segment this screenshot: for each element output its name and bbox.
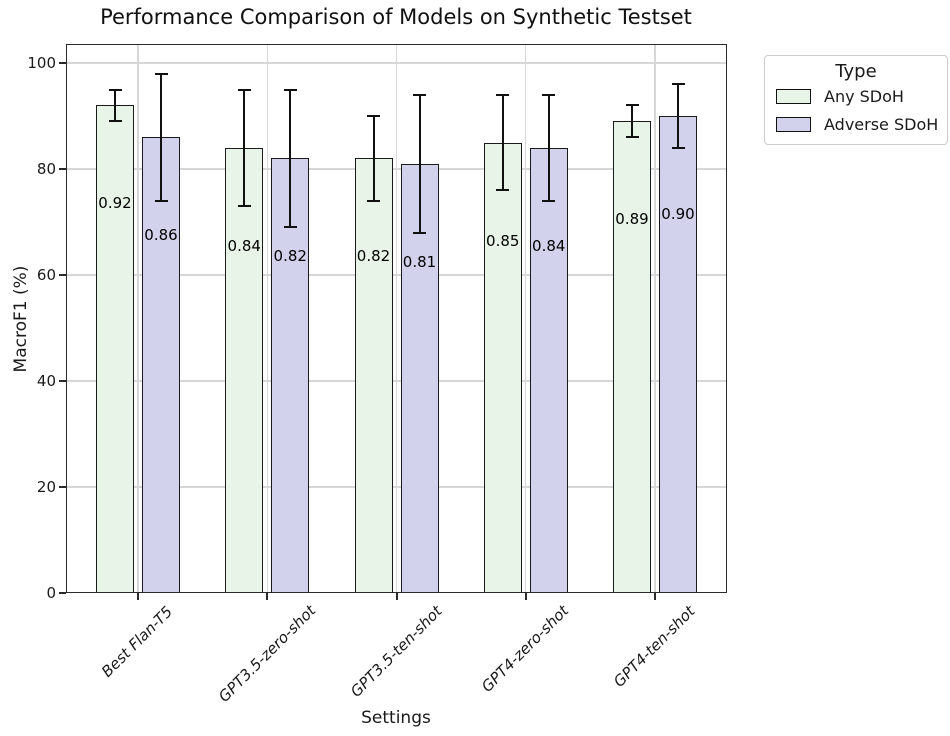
- x-tick-mark: [137, 593, 139, 600]
- x-gridline: [525, 44, 527, 593]
- bar: [225, 147, 264, 593]
- error-bar-cap-top: [625, 104, 639, 107]
- error-bar: [372, 116, 375, 201]
- legend-title: Type: [835, 61, 877, 82]
- legend-label-any-sdoh: Any SDoH: [824, 87, 904, 106]
- y-tick-label: 60: [36, 266, 56, 284]
- bar-value-label: 0.81: [402, 252, 437, 271]
- error-bar-cap-top: [542, 93, 556, 96]
- error-bar: [631, 105, 633, 138]
- y-tick-mark: [59, 274, 66, 276]
- error-bar-cap-bottom: [283, 226, 297, 229]
- x-gridline: [266, 44, 268, 593]
- error-bar: [243, 89, 246, 207]
- bar-value-label: 0.92: [98, 194, 132, 213]
- error-bar: [114, 89, 116, 122]
- x-tick-mark: [395, 593, 398, 600]
- error-bar: [160, 73, 162, 201]
- error-bar-cap-top: [283, 88, 297, 91]
- bar: [613, 121, 651, 593]
- bar-value-label: 0.84: [227, 236, 261, 255]
- chart-title: Performance Comparison of Models on Synt…: [100, 5, 692, 29]
- bar: [400, 163, 439, 593]
- error-bar-cap-bottom: [108, 120, 122, 123]
- error-bar-cap-bottom: [671, 146, 685, 149]
- bar-value-label: 0.84: [532, 236, 566, 255]
- error-bar: [289, 89, 292, 228]
- y-tick-mark: [59, 168, 66, 170]
- bar: [96, 105, 134, 593]
- y-tick-label: 0: [46, 584, 56, 602]
- error-bar-cap-bottom: [413, 231, 426, 234]
- x-tick-label: GPT3.5-zero-shot: [214, 601, 320, 706]
- y-tick-label: 20: [36, 478, 56, 496]
- error-bar: [677, 84, 679, 148]
- error-bar-cap-top: [154, 72, 168, 75]
- y-tick-mark: [59, 62, 66, 64]
- legend-label-adverse-sdoh: Adverse SDoH: [824, 115, 939, 134]
- bar-value-label: 0.82: [273, 247, 307, 266]
- y-tick-label: 40: [36, 372, 56, 390]
- y-tick-mark: [59, 592, 66, 594]
- bar-value-label: 0.90: [661, 205, 695, 223]
- x-tick-label: GPT4-ten-shot: [610, 601, 699, 691]
- x-tick-mark: [524, 593, 527, 600]
- error-bar-cap-top: [108, 88, 122, 91]
- x-axis-title: Settings: [361, 708, 431, 728]
- error-bar-cap-top: [367, 115, 380, 117]
- bar: [271, 158, 310, 593]
- legend: Type Any SDoH Adverse SDoH: [764, 55, 948, 145]
- bar: [659, 116, 697, 593]
- bar: [142, 137, 180, 593]
- error-bar-cap-bottom: [625, 136, 639, 139]
- x-tick-label: GPT3.5-ten-shot: [346, 602, 446, 701]
- x-gridline: [654, 44, 656, 593]
- error-bar-cap-bottom: [237, 205, 251, 208]
- x-tick-mark: [266, 593, 269, 600]
- bar-value-label: 0.89: [615, 210, 649, 229]
- x-tick-label: GPT4-zero-shot: [478, 601, 573, 697]
- error-bar-cap-bottom: [542, 199, 556, 202]
- y-tick-mark: [59, 486, 66, 488]
- y-tick-mark: [59, 380, 66, 382]
- error-bar-cap-top: [671, 83, 685, 86]
- error-bar: [547, 94, 550, 201]
- error-bar-cap-bottom: [496, 189, 510, 192]
- error-bar-cap-top: [496, 93, 510, 96]
- legend-swatch-any-sdoh-icon: [776, 89, 811, 104]
- y-tick-label: 100: [27, 54, 56, 72]
- bar: [529, 147, 568, 593]
- legend-entry-adverse-sdoh: Adverse SDoH: [776, 115, 947, 134]
- error-bar-cap-bottom: [154, 199, 168, 202]
- x-gridline: [137, 44, 139, 593]
- legend-swatch-adverse-sdoh-icon: [776, 117, 811, 132]
- bar-value-label: 0.82: [356, 247, 391, 266]
- bar: [483, 142, 522, 593]
- error-bar: [501, 94, 504, 191]
- legend-entry-any-sdoh: Any SDoH: [776, 87, 947, 106]
- bar: [354, 158, 393, 593]
- error-bar-cap-bottom: [367, 199, 380, 202]
- x-tick-label: Best Flan-T5: [98, 602, 177, 681]
- error-bar-cap-top: [237, 88, 251, 91]
- error-bar: [418, 94, 421, 233]
- y-axis-title: MacroF1 (%): [11, 265, 31, 373]
- y-tick-label: 80: [36, 160, 56, 178]
- x-tick-mark: [654, 593, 656, 600]
- x-gridline: [395, 44, 398, 593]
- plot-area: 0.92 0.84 0.82 0.85 0.89 0.86 0.82 0.81 0.84 0.90: [66, 44, 727, 593]
- bar-value-label: 0.85: [486, 231, 520, 250]
- error-bar-cap-top: [413, 93, 426, 96]
- bar-value-label: 0.86: [144, 226, 178, 245]
